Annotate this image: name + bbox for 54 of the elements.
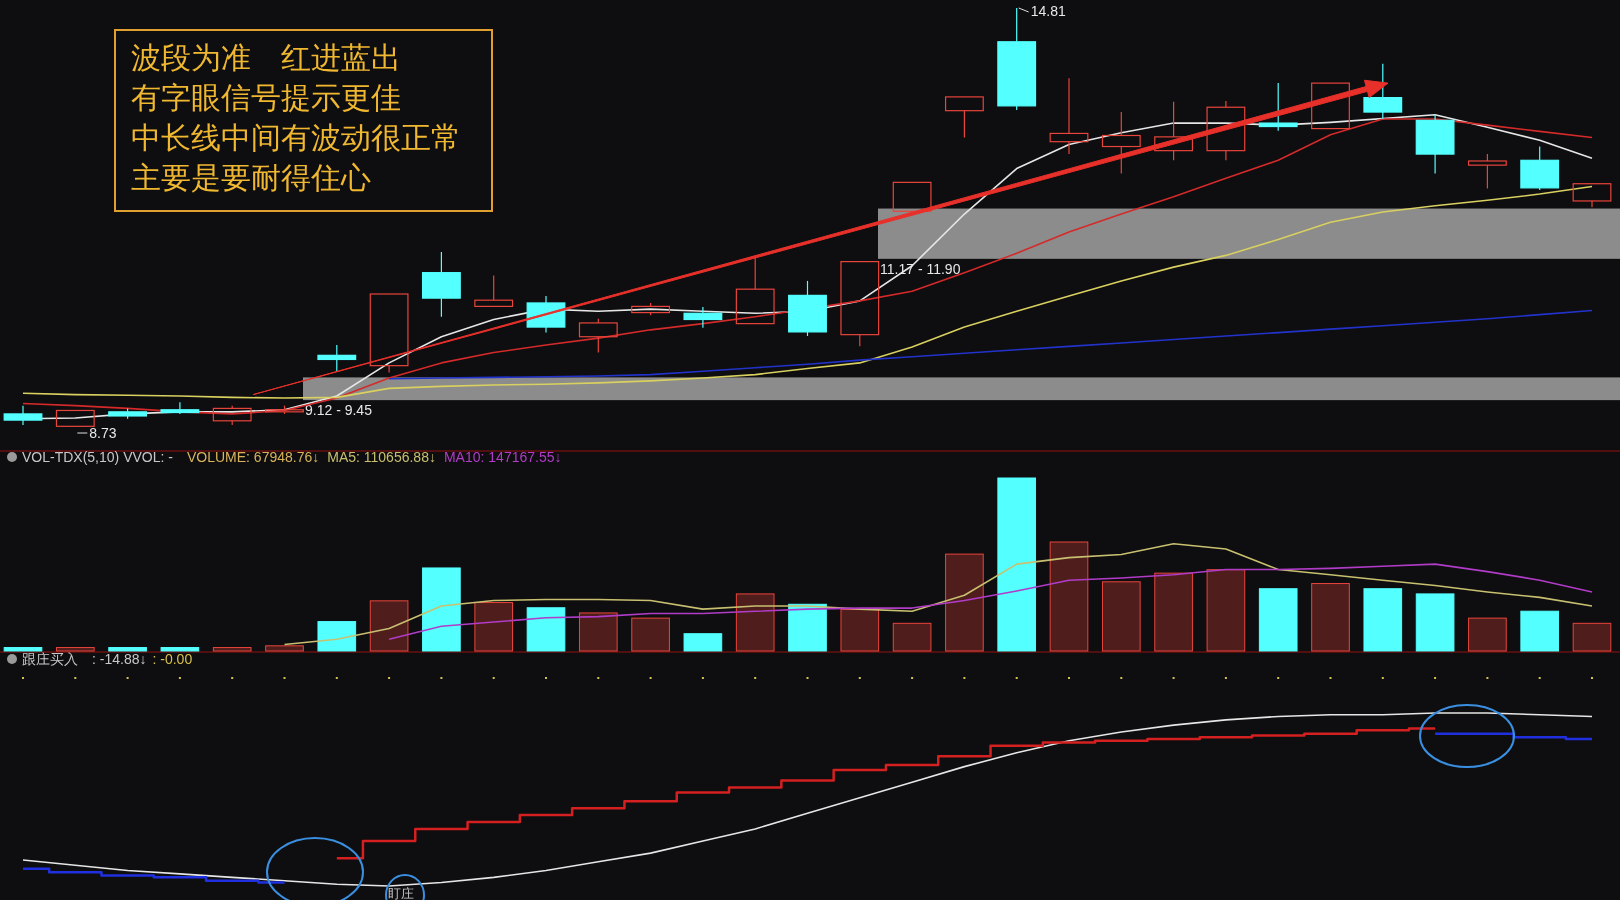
bar [422, 567, 461, 652]
bar [631, 617, 670, 652]
text: MA5: 110656.88↓ [327, 449, 436, 465]
bar [892, 622, 932, 652]
bar [55, 647, 95, 652]
bar [1363, 588, 1403, 652]
annotation: 波段为准 红进蓝出 [131, 41, 401, 74]
bar [108, 647, 147, 652]
candlestick [160, 401, 200, 414]
candlestick [1049, 77, 1089, 155]
annotation: 14.81 [1030, 3, 1066, 19]
text: VOLUME: 67948.76↓ [186, 449, 320, 465]
bar [1311, 583, 1350, 652]
bar [1258, 588, 1298, 652]
bar [1468, 617, 1507, 652]
annotation: 跟庄买入 [22, 651, 78, 667]
bar [1415, 593, 1455, 652]
annotation: 中长线中间有波动很正常 [131, 121, 461, 154]
bar [160, 647, 200, 652]
candlestick [1415, 113, 1455, 174]
bar [578, 612, 618, 652]
bar [840, 608, 880, 652]
annotation: : -0.00 [152, 651, 193, 667]
bar [683, 633, 723, 652]
bar [1101, 581, 1141, 652]
bar [369, 600, 409, 652]
candlestick [421, 251, 461, 318]
text: VOL-TDX(5,10) VVOL: - [22, 449, 174, 465]
candlestick [1206, 100, 1246, 161]
annotation: 8.73 [89, 425, 117, 441]
bar [1572, 622, 1612, 652]
candlestick [3, 405, 43, 426]
bar [1049, 541, 1089, 652]
band-label: 9.12 - 9.45 [305, 402, 373, 419]
bar [526, 607, 566, 652]
annotation: 盯庄 [388, 886, 415, 900]
text: MA10: 147167.55↓ [443, 449, 562, 465]
bar [474, 602, 514, 652]
bar [1520, 610, 1560, 652]
bar [212, 647, 252, 652]
candlestick [683, 306, 723, 329]
bar [1154, 572, 1193, 652]
annotation: 有字眼信号提示更佳 [131, 81, 401, 114]
bar [997, 477, 1037, 652]
annotation: : -14.88↓ [92, 651, 147, 667]
bar [735, 593, 775, 652]
bar [3, 647, 43, 652]
bar [1206, 569, 1246, 652]
annotation: 主要是要耐得住心 [131, 161, 371, 194]
bar [788, 603, 827, 652]
bar [945, 553, 984, 652]
bar [265, 645, 304, 652]
bar [317, 621, 357, 652]
candlestick [1101, 111, 1141, 174]
